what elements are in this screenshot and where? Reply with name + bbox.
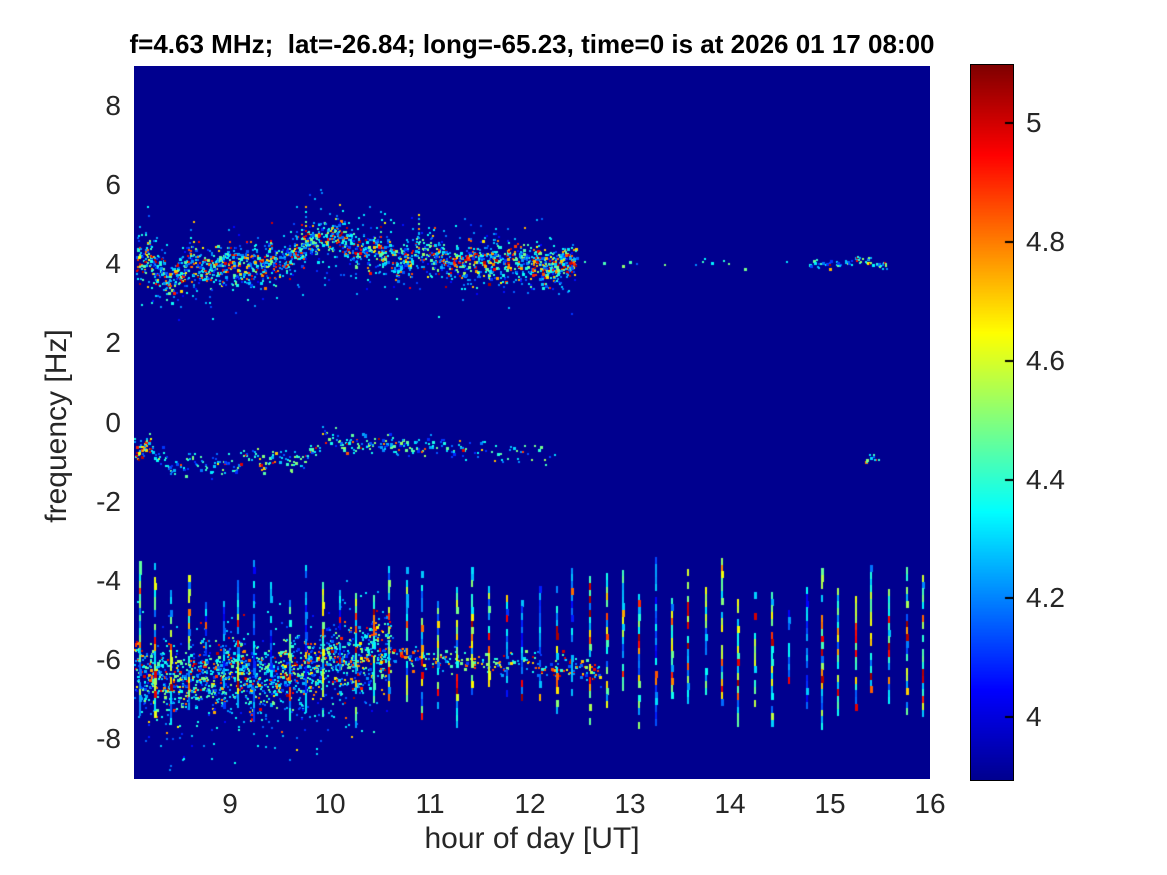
x-axis-label: hour of day [UT] [424,822,640,855]
y-tick-label: -6 [96,644,121,676]
colorbar-tick-label: 4 [1026,701,1042,733]
x-tick-label: 10 [314,788,346,819]
x-tick-label: 15 [814,788,846,819]
y-tick-label: -4 [96,564,121,596]
x-tick-label: 9 [222,788,238,819]
x-tick-label: 13 [614,788,646,819]
colorbar-gradient [971,65,1013,780]
y-tick-label: -2 [96,485,121,517]
y-tick-label: 2 [105,327,121,359]
x-tick-label: 16 [914,788,946,819]
colorbar-tick-label: 4.6 [1026,344,1065,376]
x-tick-label: 12 [514,788,546,819]
colorbar-tick-label: 5 [1026,107,1042,139]
y-tick-label: 0 [105,406,121,438]
plot-title: f=4.63 MHz; lat=-26.84; long=-65.23, tim… [129,29,935,59]
colorbar-tick-label: 4.2 [1026,582,1065,614]
y-tick-label: 8 [105,89,121,121]
y-tick-label: 4 [105,248,121,280]
colorbar-tick-label: 4.8 [1026,225,1065,257]
spectrogram-plot [134,66,930,779]
y-tick-label: -8 [96,723,121,755]
colorbar [970,64,1014,781]
y-tick-label: 6 [105,168,121,200]
x-tick-label: 11 [415,788,445,819]
colorbar-tick-label: 4.4 [1026,463,1065,495]
x-tick-label: 14 [714,788,746,819]
